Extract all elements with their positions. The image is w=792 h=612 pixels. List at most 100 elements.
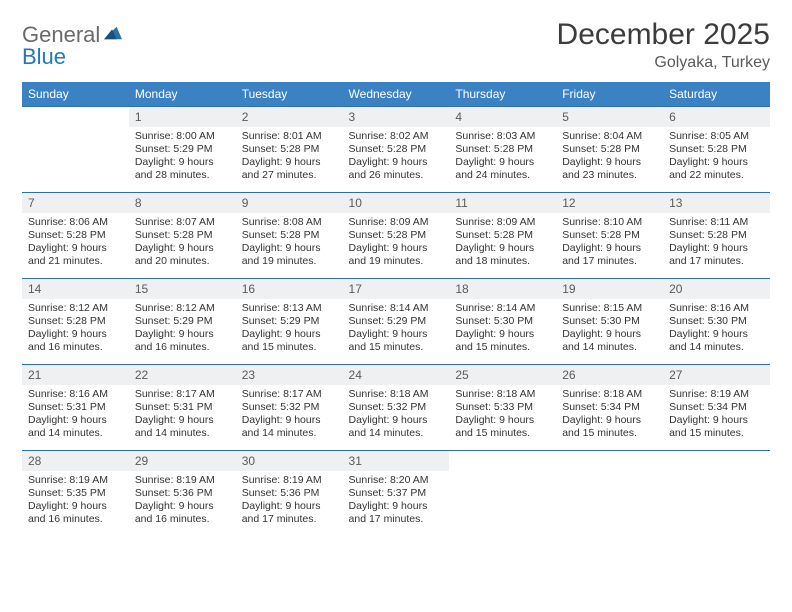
calendar-cell: 24Sunrise: 8:18 AMSunset: 5:32 PMDayligh… — [343, 365, 450, 451]
page-title: December 2025 — [557, 18, 770, 52]
day-number: 20 — [663, 279, 770, 299]
dayname-thursday: Thursday — [449, 82, 556, 107]
calendar-cell: 26Sunrise: 8:18 AMSunset: 5:34 PMDayligh… — [556, 365, 663, 451]
day-number: 19 — [556, 279, 663, 299]
day-number: 11 — [449, 193, 556, 213]
day-number: 8 — [129, 193, 236, 213]
day-number: 30 — [236, 451, 343, 471]
calendar-week-row: 21Sunrise: 8:16 AMSunset: 5:31 PMDayligh… — [22, 365, 770, 451]
day-details: Sunrise: 8:01 AMSunset: 5:28 PMDaylight:… — [236, 127, 343, 184]
day-details: Sunrise: 8:03 AMSunset: 5:28 PMDaylight:… — [449, 127, 556, 184]
calendar-week-row: 1Sunrise: 8:00 AMSunset: 5:29 PMDaylight… — [22, 107, 770, 193]
calendar-cell — [449, 451, 556, 537]
dayname-saturday: Saturday — [663, 82, 770, 107]
day-number: 31 — [343, 451, 450, 471]
calendar-cell — [663, 451, 770, 537]
day-details: Sunrise: 8:11 AMSunset: 5:28 PMDaylight:… — [663, 213, 770, 270]
calendar-cell: 16Sunrise: 8:13 AMSunset: 5:29 PMDayligh… — [236, 279, 343, 365]
day-details: Sunrise: 8:08 AMSunset: 5:28 PMDaylight:… — [236, 213, 343, 270]
day-number: 21 — [22, 365, 129, 385]
day-details: Sunrise: 8:19 AMSunset: 5:35 PMDaylight:… — [22, 471, 129, 528]
day-number: 1 — [129, 107, 236, 127]
calendar-cell: 31Sunrise: 8:20 AMSunset: 5:37 PMDayligh… — [343, 451, 450, 537]
calendar-cell: 10Sunrise: 8:09 AMSunset: 5:28 PMDayligh… — [343, 193, 450, 279]
day-details: Sunrise: 8:10 AMSunset: 5:28 PMDaylight:… — [556, 213, 663, 270]
calendar-cell — [556, 451, 663, 537]
day-number: 14 — [22, 279, 129, 299]
day-number: 6 — [663, 107, 770, 127]
day-number: 22 — [129, 365, 236, 385]
dayname-sunday: Sunday — [22, 82, 129, 107]
calendar-cell: 13Sunrise: 8:11 AMSunset: 5:28 PMDayligh… — [663, 193, 770, 279]
day-number: 10 — [343, 193, 450, 213]
day-details: Sunrise: 8:02 AMSunset: 5:28 PMDaylight:… — [343, 127, 450, 184]
day-number: 25 — [449, 365, 556, 385]
calendar-cell: 17Sunrise: 8:14 AMSunset: 5:29 PMDayligh… — [343, 279, 450, 365]
calendar-cell — [22, 107, 129, 193]
day-number: 27 — [663, 365, 770, 385]
calendar-cell: 5Sunrise: 8:04 AMSunset: 5:28 PMDaylight… — [556, 107, 663, 193]
calendar-cell: 3Sunrise: 8:02 AMSunset: 5:28 PMDaylight… — [343, 107, 450, 193]
dayname-monday: Monday — [129, 82, 236, 107]
day-details: Sunrise: 8:19 AMSunset: 5:36 PMDaylight:… — [236, 471, 343, 528]
header: General Blue December 2025 Golyaka, Turk… — [22, 18, 770, 72]
day-number: 5 — [556, 107, 663, 127]
calendar-cell: 14Sunrise: 8:12 AMSunset: 5:28 PMDayligh… — [22, 279, 129, 365]
dayname-wednesday: Wednesday — [343, 82, 450, 107]
day-details: Sunrise: 8:13 AMSunset: 5:29 PMDaylight:… — [236, 299, 343, 356]
day-details: Sunrise: 8:04 AMSunset: 5:28 PMDaylight:… — [556, 127, 663, 184]
day-number: 15 — [129, 279, 236, 299]
day-details: Sunrise: 8:09 AMSunset: 5:28 PMDaylight:… — [343, 213, 450, 270]
day-details: Sunrise: 8:09 AMSunset: 5:28 PMDaylight:… — [449, 213, 556, 270]
day-number: 17 — [343, 279, 450, 299]
day-number: 16 — [236, 279, 343, 299]
day-details: Sunrise: 8:05 AMSunset: 5:28 PMDaylight:… — [663, 127, 770, 184]
day-number: 29 — [129, 451, 236, 471]
day-details: Sunrise: 8:00 AMSunset: 5:29 PMDaylight:… — [129, 127, 236, 184]
calendar-cell: 8Sunrise: 8:07 AMSunset: 5:28 PMDaylight… — [129, 193, 236, 279]
day-number: 2 — [236, 107, 343, 127]
day-number: 12 — [556, 193, 663, 213]
calendar-cell: 11Sunrise: 8:09 AMSunset: 5:28 PMDayligh… — [449, 193, 556, 279]
day-details: Sunrise: 8:15 AMSunset: 5:30 PMDaylight:… — [556, 299, 663, 356]
day-details: Sunrise: 8:17 AMSunset: 5:31 PMDaylight:… — [129, 385, 236, 442]
day-number: 24 — [343, 365, 450, 385]
calendar-week-row: 28Sunrise: 8:19 AMSunset: 5:35 PMDayligh… — [22, 451, 770, 537]
day-details: Sunrise: 8:19 AMSunset: 5:36 PMDaylight:… — [129, 471, 236, 528]
calendar-cell: 4Sunrise: 8:03 AMSunset: 5:28 PMDaylight… — [449, 107, 556, 193]
day-details: Sunrise: 8:12 AMSunset: 5:28 PMDaylight:… — [22, 299, 129, 356]
day-number: 7 — [22, 193, 129, 213]
calendar-cell: 20Sunrise: 8:16 AMSunset: 5:30 PMDayligh… — [663, 279, 770, 365]
day-details: Sunrise: 8:20 AMSunset: 5:37 PMDaylight:… — [343, 471, 450, 528]
day-details: Sunrise: 8:18 AMSunset: 5:32 PMDaylight:… — [343, 385, 450, 442]
calendar-cell: 1Sunrise: 8:00 AMSunset: 5:29 PMDaylight… — [129, 107, 236, 193]
day-details: Sunrise: 8:19 AMSunset: 5:34 PMDaylight:… — [663, 385, 770, 442]
calendar-cell: 29Sunrise: 8:19 AMSunset: 5:36 PMDayligh… — [129, 451, 236, 537]
title-block: December 2025 Golyaka, Turkey — [557, 18, 770, 72]
day-number: 13 — [663, 193, 770, 213]
page-subtitle: Golyaka, Turkey — [557, 54, 770, 72]
calendar-cell: 6Sunrise: 8:05 AMSunset: 5:28 PMDaylight… — [663, 107, 770, 193]
calendar-cell: 9Sunrise: 8:08 AMSunset: 5:28 PMDaylight… — [236, 193, 343, 279]
calendar-cell: 27Sunrise: 8:19 AMSunset: 5:34 PMDayligh… — [663, 365, 770, 451]
dayname-friday: Friday — [556, 82, 663, 107]
day-details: Sunrise: 8:16 AMSunset: 5:30 PMDaylight:… — [663, 299, 770, 356]
day-details: Sunrise: 8:14 AMSunset: 5:30 PMDaylight:… — [449, 299, 556, 356]
day-number: 28 — [22, 451, 129, 471]
calendar-cell: 7Sunrise: 8:06 AMSunset: 5:28 PMDaylight… — [22, 193, 129, 279]
day-details: Sunrise: 8:17 AMSunset: 5:32 PMDaylight:… — [236, 385, 343, 442]
calendar-week-row: 14Sunrise: 8:12 AMSunset: 5:28 PMDayligh… — [22, 279, 770, 365]
day-number: 23 — [236, 365, 343, 385]
day-number: 26 — [556, 365, 663, 385]
dayname-row: Sunday Monday Tuesday Wednesday Thursday… — [22, 82, 770, 107]
day-details: Sunrise: 8:14 AMSunset: 5:29 PMDaylight:… — [343, 299, 450, 356]
calendar-cell: 18Sunrise: 8:14 AMSunset: 5:30 PMDayligh… — [449, 279, 556, 365]
calendar-week-row: 7Sunrise: 8:06 AMSunset: 5:28 PMDaylight… — [22, 193, 770, 279]
dayname-tuesday: Tuesday — [236, 82, 343, 107]
calendar-cell: 25Sunrise: 8:18 AMSunset: 5:33 PMDayligh… — [449, 365, 556, 451]
calendar-cell: 30Sunrise: 8:19 AMSunset: 5:36 PMDayligh… — [236, 451, 343, 537]
day-details: Sunrise: 8:07 AMSunset: 5:28 PMDaylight:… — [129, 213, 236, 270]
calendar-cell: 22Sunrise: 8:17 AMSunset: 5:31 PMDayligh… — [129, 365, 236, 451]
calendar-cell: 2Sunrise: 8:01 AMSunset: 5:28 PMDaylight… — [236, 107, 343, 193]
logo-blue-text: Blue — [22, 44, 66, 69]
